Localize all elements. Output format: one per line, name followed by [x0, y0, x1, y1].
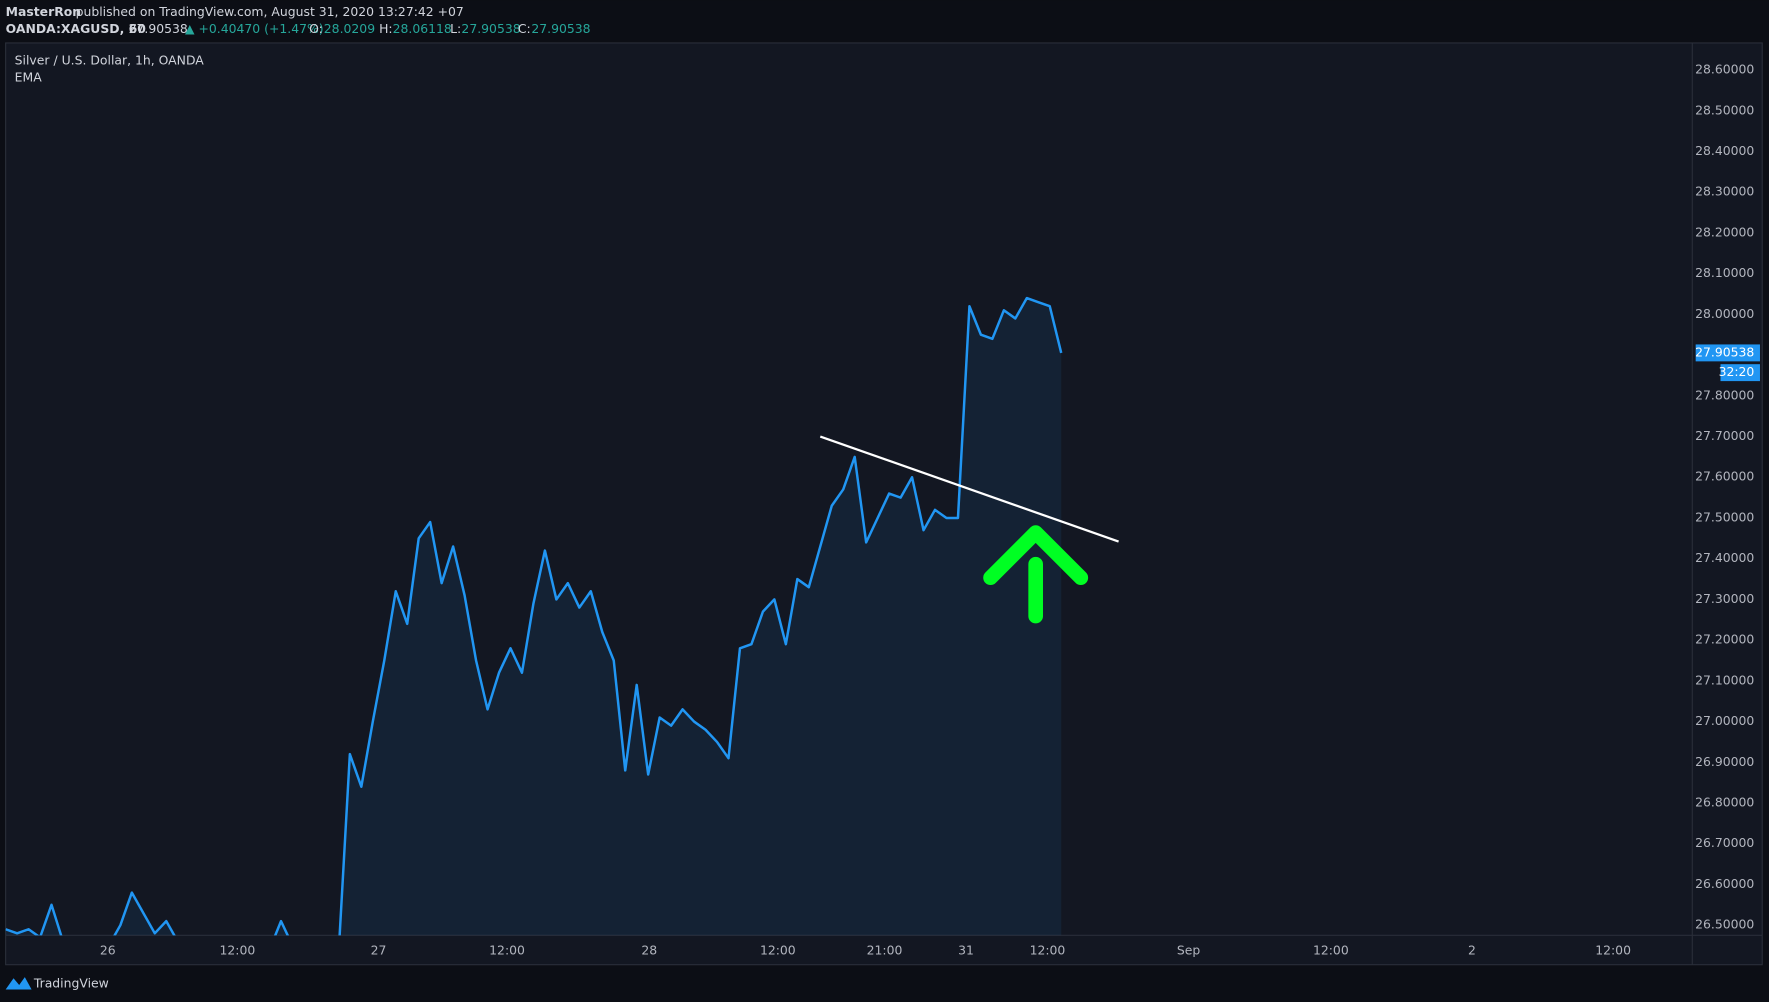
tradingview-logo: [5, 977, 32, 990]
o-value: 28.0209: [324, 21, 375, 36]
last-price-box: [1695, 344, 1760, 362]
countdown-box: [1720, 364, 1760, 382]
x-tick-label: 28: [641, 943, 657, 958]
countdown-label: 32:20: [1719, 364, 1755, 379]
y-tick-label: 27.50000: [1695, 509, 1754, 524]
trendline: [819, 435, 1119, 543]
legend-title: Silver / U.S. Dollar, 1h, OANDA: [15, 53, 205, 68]
l-label: L:: [450, 21, 461, 36]
y-tick-label: 26.90000: [1695, 754, 1754, 769]
y-tick-label: 27.70000: [1695, 428, 1754, 443]
x-tick-label: Sep: [1177, 943, 1201, 958]
x-tick-label: 26: [100, 943, 116, 958]
y-tick-label: 27.10000: [1695, 672, 1754, 687]
price-line: [5, 296, 1063, 936]
h-label: H:: [379, 21, 393, 36]
published: published on TradingView.com, August 31,…: [76, 4, 464, 19]
x-tick-label: 21:00: [867, 943, 903, 958]
l-value: 27.90538: [461, 21, 520, 36]
c-label: C:: [518, 21, 531, 36]
plot-area: [5, 296, 1063, 936]
y-tick-label: 26.70000: [1695, 835, 1754, 850]
y-tick-label: 27.80000: [1695, 387, 1754, 402]
y-tick-label: 28.60000: [1695, 62, 1754, 77]
x-tick-label: 12:00: [760, 943, 796, 958]
y-tick-label: 26.60000: [1695, 876, 1754, 891]
y-tick-label: 28.00000: [1695, 306, 1754, 321]
x-tick-label: 2: [1468, 943, 1476, 958]
y-tick-label: 27.20000: [1695, 632, 1754, 647]
author: MasterRon: [6, 4, 81, 19]
area-fill: [5, 298, 1062, 936]
symbol: OANDA:XAGUSD, 60: [6, 21, 147, 36]
price: 27.90538: [129, 21, 188, 36]
change: ▲ +0.40470 (+1.47%): [185, 21, 324, 36]
o-label: O:: [309, 21, 323, 36]
y-tick-label: 28.20000: [1695, 224, 1754, 239]
y-tick-label: 27.40000: [1695, 550, 1754, 565]
y-tick-label: 27.60000: [1695, 469, 1754, 484]
last-price-label: 27.90538: [1695, 344, 1754, 359]
x-tick-label: 12:00: [1030, 943, 1066, 958]
c-value: 27.90538: [531, 21, 590, 36]
y-tick-label: 26.80000: [1695, 795, 1754, 810]
x-tick-label: 12:00: [1595, 943, 1631, 958]
x-tick-label: 27: [371, 943, 387, 958]
footer: TradingView: [33, 975, 109, 990]
y-tick-label: 28.10000: [1695, 265, 1754, 280]
x-tick-label: 31: [958, 943, 974, 958]
x-tick-label: 12:00: [1313, 943, 1349, 958]
h-value: 28.06118: [393, 21, 452, 36]
y-tick-label: 28.50000: [1695, 102, 1754, 117]
y-tick-label: 27.30000: [1695, 591, 1754, 606]
y-tick-label: 28.30000: [1695, 184, 1754, 199]
y-tick-label: 26.50000: [1695, 917, 1754, 932]
legend-indicator: EMA: [15, 69, 43, 84]
x-tick-label: 12:00: [489, 943, 525, 958]
x-tick-label: 12:00: [220, 943, 256, 958]
up-arrow: [983, 525, 1089, 624]
y-tick-label: 27.00000: [1695, 713, 1754, 728]
y-tick-label: 28.40000: [1695, 143, 1754, 158]
